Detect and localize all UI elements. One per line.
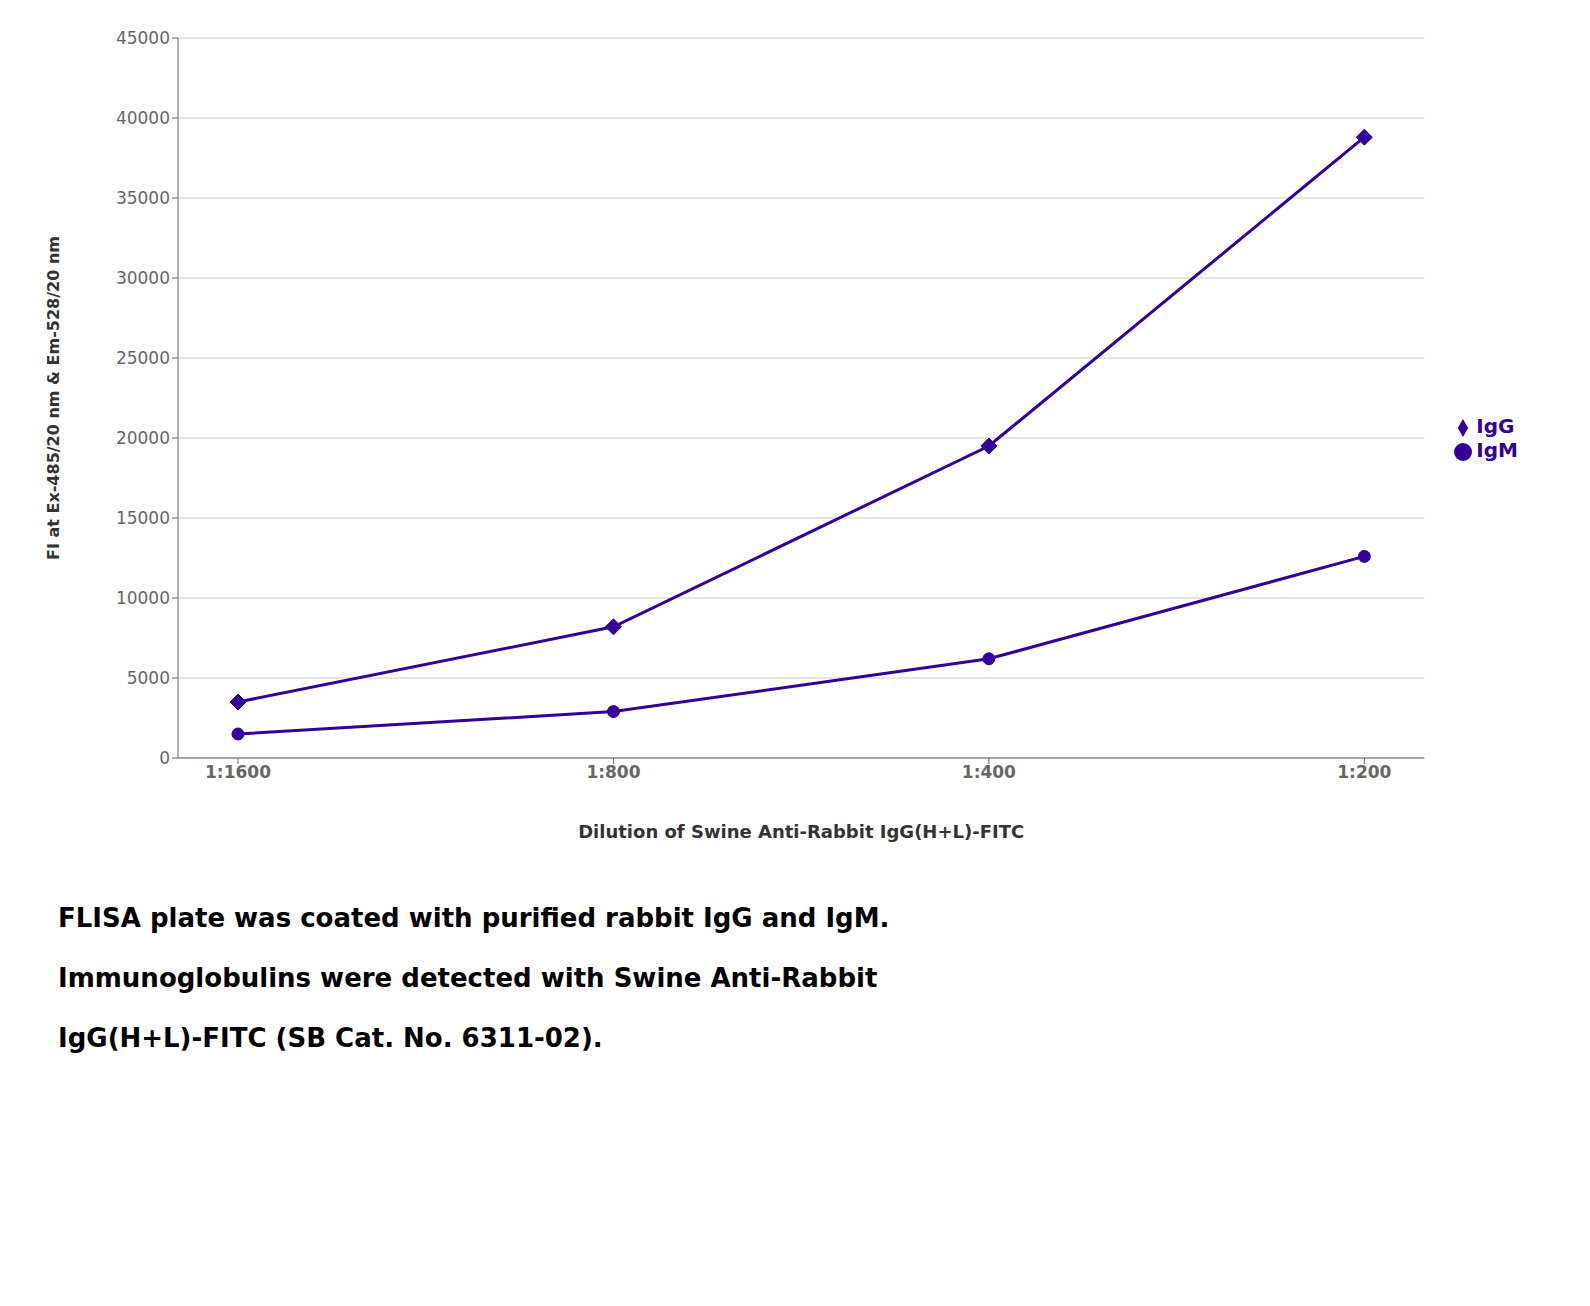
svg-text:25000: 25000 — [116, 348, 170, 368]
html-text:IgG(H+L)-FITC (SB Cat. No. 631: IgG(H+L)-FITC (SB Cat. No. 6311-02). — [58, 1023, 603, 1053]
svg-text:1:800: 1:800 — [586, 762, 640, 782]
html-text:IgM: IgM — [1476, 438, 1518, 462]
svg-text:1:200: 1:200 — [1337, 762, 1391, 782]
svg-text:35000: 35000 — [116, 188, 170, 208]
html-text:FLISA plate was coated with pu: FLISA plate was coated with purified rab… — [58, 903, 890, 933]
svg-text:0: 0 — [159, 748, 170, 768]
html-text:IgG: IgG — [1476, 414, 1515, 438]
svg-text:5000: 5000 — [127, 668, 170, 688]
svg-text:15000: 15000 — [116, 508, 170, 528]
svg-text:Dilution of Swine Anti-Rabbit: Dilution of Swine Anti-Rabbit IgG(H+L)-F… — [578, 821, 1024, 842]
svg-text:1:1600: 1:1600 — [205, 762, 271, 782]
svg-text:FI at Ex-485/20 nm & Em-528/20: FI at Ex-485/20 nm & Em-528/20 nm — [44, 236, 63, 560]
svg-text:10000: 10000 — [116, 588, 170, 608]
svg-text:40000: 40000 — [116, 108, 170, 128]
svg-text:45000: 45000 — [116, 28, 170, 48]
html-text:Immunoglobulins were detected: Immunoglobulins were detected with Swine… — [58, 963, 878, 993]
svg-text:20000: 20000 — [116, 428, 170, 448]
svg-text:30000: 30000 — [116, 268, 170, 288]
svg-text:1:400: 1:400 — [962, 762, 1016, 782]
